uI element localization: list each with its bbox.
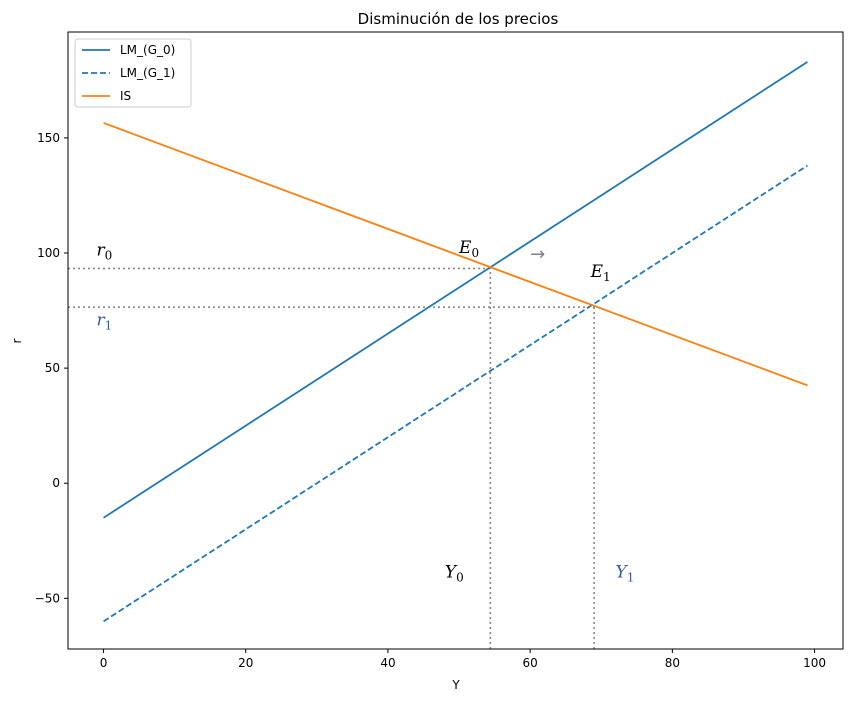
plot-frame <box>67 31 844 650</box>
y-tick-label: 0 <box>52 476 60 490</box>
series-lines <box>103 61 808 623</box>
annotation-r0: r0 <box>96 240 112 262</box>
x-tick-label: 100 <box>803 656 826 670</box>
x-tick-label: 20 <box>238 656 253 670</box>
y-tick-label: 100 <box>37 246 60 260</box>
series-line-1 <box>103 164 808 623</box>
annotation-Y0: Y0 <box>445 563 464 585</box>
x-tick-label: 40 <box>380 656 395 670</box>
y-tick-label: −50 <box>35 591 60 605</box>
y-axis-label: r <box>10 338 24 343</box>
y-tick-label: 50 <box>45 361 60 375</box>
chart-title: Disminución de los precios <box>358 10 559 28</box>
x-axis-ticks: 0 20 40 60 80 100 <box>100 649 826 670</box>
x-tick-label: 0 <box>100 656 108 670</box>
series-line-0 <box>103 61 808 519</box>
annotation-r1: r1 <box>96 311 112 333</box>
annotations: r0 r1 E0 E1 Y0 Y1 → <box>96 238 634 585</box>
x-axis-label: Y <box>451 678 460 692</box>
legend-label-0: LM_(G_0) <box>120 43 175 57</box>
plot-background <box>68 32 843 649</box>
x-tick-label: 80 <box>665 656 680 670</box>
y-tick-label: 150 <box>37 131 60 145</box>
annotation-Y1: Y1 <box>615 563 634 585</box>
x-tick-label: 60 <box>523 656 538 670</box>
y-axis-ticks: −50 0 50 100 150 <box>35 131 68 605</box>
legend: LM_(G_0) LM_(G_1) IS <box>74 38 192 108</box>
annotation-arrow: → <box>530 244 545 265</box>
legend-box <box>74 38 192 108</box>
series-line-2 <box>103 122 808 387</box>
plot-area: r0 r1 E0 E1 Y0 Y1 → <box>68 32 843 649</box>
annotation-E1: E1 <box>590 262 611 284</box>
legend-label-1: LM_(G_1) <box>120 66 175 80</box>
reference-lines <box>68 267 595 649</box>
legend-label-2: IS <box>120 89 131 103</box>
annotation-E0: E0 <box>458 238 479 260</box>
